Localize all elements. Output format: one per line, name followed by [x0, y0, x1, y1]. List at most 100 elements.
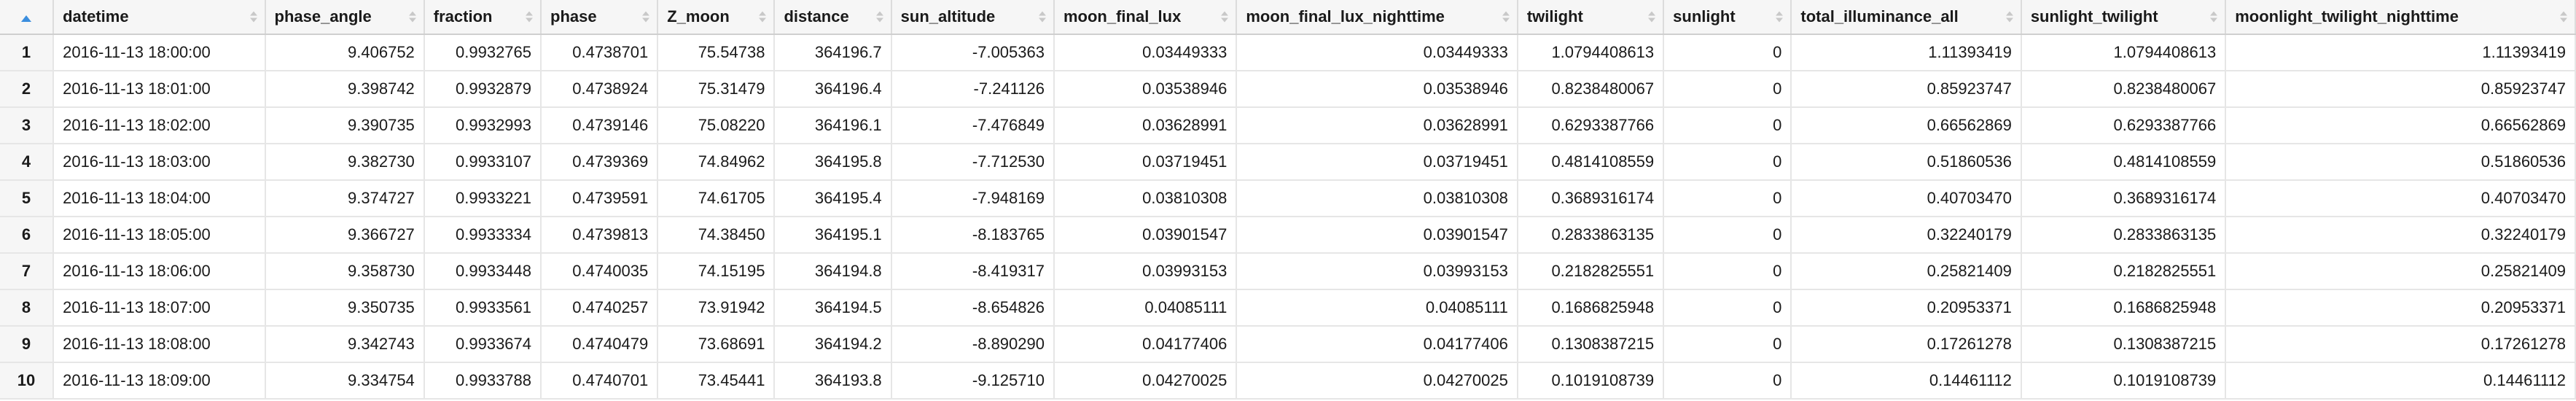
table-cell: 364196.4 — [774, 71, 892, 108]
sort-arrows-icon — [875, 11, 883, 23]
table-row[interactable]: 10 2016-11-13 18:09:00 9.334754 0.9933788 0.… — [0, 362, 2576, 400]
table-row[interactable]: 8 2016-11-13 18:07:00 9.350735 0.9933561 0.4… — [0, 289, 2576, 327]
table-cell: 9.366727 — [265, 217, 425, 254]
table-cell: 0.25821409 — [2225, 253, 2576, 290]
column-header-label: sunlight — [1673, 7, 1736, 26]
table-cell: 0.40703470 — [2225, 180, 2576, 217]
table-cell: 2016-11-13 18:08:00 — [53, 326, 266, 363]
table-cell: 0 — [1663, 144, 1792, 181]
column-header-label: total_illuminance_all — [1800, 7, 1959, 26]
table-cell: 0.04270025 — [1236, 362, 1518, 400]
table-row[interactable]: 9 2016-11-13 18:08:00 9.342743 0.9933674 0.4… — [0, 326, 2576, 363]
column-header-phase-angle[interactable]: phase_angle — [265, 0, 425, 35]
column-header-label: moon_final_lux_nighttime — [1246, 7, 1445, 26]
column-header-datetime[interactable]: datetime — [53, 0, 266, 35]
table-cell: 364193.8 — [774, 362, 892, 400]
column-header-label: moon_final_lux — [1063, 7, 1182, 26]
table-cell: 0.9932765 — [424, 34, 542, 71]
table-cell: -8.419317 — [891, 253, 1055, 290]
table-cell: 0.66562869 — [1791, 107, 2022, 144]
table-row[interactable]: 5 2016-11-13 18:04:00 9.374727 0.9933221 0.4… — [0, 180, 2576, 217]
table-cell: 0.4739813 — [541, 217, 659, 254]
sort-ascending-icon — [21, 15, 32, 22]
sort-arrows-icon — [526, 11, 534, 23]
row-number: 7 — [0, 253, 55, 290]
table-cell: 9.350735 — [265, 289, 425, 327]
table-cell: -7.712530 — [891, 144, 1055, 181]
sort-arrows-icon — [1038, 11, 1046, 23]
table-cell: -7.005363 — [891, 34, 1055, 71]
table-cell: 0.03628991 — [1236, 107, 1518, 144]
table-cell: 0.04177406 — [1053, 326, 1238, 363]
column-header-z-moon[interactable]: Z_moon — [657, 0, 776, 35]
sort-arrows-icon — [1776, 11, 1784, 23]
row-number: 6 — [0, 217, 55, 254]
table-cell: 0 — [1663, 253, 1792, 290]
table-row[interactable]: 7 2016-11-13 18:06:00 9.358730 0.9933448 0.4… — [0, 253, 2576, 290]
column-header-moon-final-lux[interactable]: moon_final_lux — [1053, 0, 1238, 35]
sort-arrows-icon — [2560, 11, 2567, 23]
table-cell: 0.9933107 — [424, 144, 542, 181]
column-header-label: sunlight_twilight — [2030, 7, 2158, 26]
column-header-sunlight-twilight[interactable]: sunlight_twilight — [2021, 0, 2227, 35]
column-header-phase[interactable]: phase — [541, 0, 659, 35]
sort-arrows-icon — [2210, 11, 2218, 23]
table-cell: 9.342743 — [265, 326, 425, 363]
table-cell: -8.183765 — [891, 217, 1055, 254]
column-header-fraction[interactable]: fraction — [424, 0, 542, 35]
row-number: 4 — [0, 144, 55, 181]
table-cell: 0 — [1663, 34, 1792, 71]
table-cell: 75.54738 — [657, 34, 776, 71]
table-cell: 0.1686825948 — [2021, 289, 2227, 327]
table-cell: 0 — [1663, 326, 1792, 363]
table-cell: 0.4740035 — [541, 253, 659, 290]
table-cell: 2016-11-13 18:00:00 — [53, 34, 266, 71]
table-cell: 0.9933448 — [424, 253, 542, 290]
table-cell: 0.9933788 — [424, 362, 542, 400]
column-header-distance[interactable]: distance — [774, 0, 892, 35]
table-cell: 0.4814108559 — [2021, 144, 2227, 181]
table-cell: -7.241126 — [891, 71, 1055, 108]
table-cell: 0.4740479 — [541, 326, 659, 363]
table-cell: 73.68691 — [657, 326, 776, 363]
table-cell: 364196.1 — [774, 107, 892, 144]
table-cell: 0 — [1663, 107, 1792, 144]
table-cell: 0.2182825551 — [1517, 253, 1665, 290]
table-cell: 0.85923747 — [2225, 71, 2576, 108]
table-cell: 0.2833863135 — [1517, 217, 1665, 254]
row-number-header[interactable] — [0, 0, 55, 35]
table-row[interactable]: 2 2016-11-13 18:01:00 9.398742 0.9932879 0.4… — [0, 71, 2576, 108]
table-cell: 0.9932879 — [424, 71, 542, 108]
table-cell: 75.31479 — [657, 71, 776, 108]
table-row[interactable]: 1 2016-11-13 18:00:00 9.406752 0.9932765 0.4… — [0, 34, 2576, 71]
column-header-moon-final-lux-nighttime[interactable]: moon_final_lux_nighttime — [1236, 0, 1518, 35]
table-cell: -8.654826 — [891, 289, 1055, 327]
column-header-label: fraction — [433, 7, 493, 26]
table-cell: 0.03719451 — [1053, 144, 1238, 181]
sort-arrows-icon — [1648, 11, 1656, 23]
table-cell: 74.15195 — [657, 253, 776, 290]
column-header-twilight[interactable]: twilight — [1517, 0, 1665, 35]
table-cell: 364195.8 — [774, 144, 892, 181]
table-cell: 0.1019108739 — [2021, 362, 2227, 400]
column-header-moonlight-twilight-nighttime[interactable]: moonlight_twilight_nighttime — [2225, 0, 2576, 35]
column-header-sun-altitude[interactable]: sun_altitude — [891, 0, 1055, 35]
table-cell: 0.1686825948 — [1517, 289, 1665, 327]
table-cell: 1.0794408613 — [1517, 34, 1665, 71]
table-row[interactable]: 6 2016-11-13 18:05:00 9.366727 0.9933334 0.4… — [0, 217, 2576, 254]
table-cell: 0.14461112 — [1791, 362, 2022, 400]
table-cell: 9.358730 — [265, 253, 425, 290]
table-cell: 74.84962 — [657, 144, 776, 181]
table-cell: 9.390735 — [265, 107, 425, 144]
column-header-sunlight[interactable]: sunlight — [1663, 0, 1792, 35]
sort-arrows-icon — [2005, 11, 2013, 23]
sort-arrows-icon — [1502, 11, 1510, 23]
column-header-label: moonlight_twilight_nighttime — [2235, 7, 2459, 26]
table-cell: 0.1308387215 — [1517, 326, 1665, 363]
column-header-total-illuminance-all[interactable]: total_illuminance_all — [1791, 0, 2022, 35]
table-row[interactable]: 3 2016-11-13 18:02:00 9.390735 0.9932993 0.4… — [0, 107, 2576, 144]
table-row[interactable]: 4 2016-11-13 18:03:00 9.382730 0.9933107 0.4… — [0, 144, 2576, 181]
table-cell: 0.9933674 — [424, 326, 542, 363]
column-header-label: phase_angle — [274, 7, 372, 26]
table-cell: 0.03810308 — [1236, 180, 1518, 217]
